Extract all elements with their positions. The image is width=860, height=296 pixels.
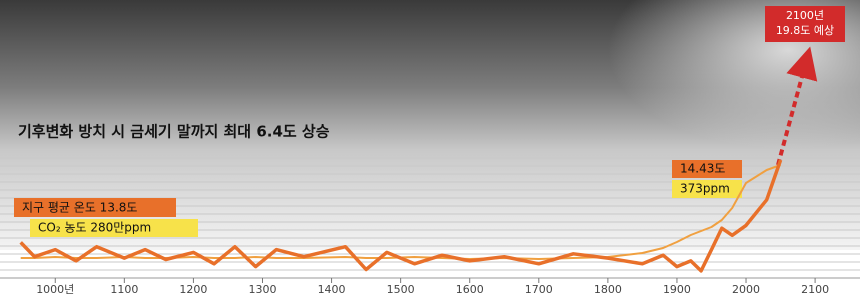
co2-base-label: CO₂ 농도 280만ppm [38,221,151,235]
x-tick-label: 1000년 [36,283,74,296]
x-tick-label: 1400 [318,283,346,296]
x-tick-label: 1200 [179,283,207,296]
x-tick-label: 1100 [110,283,138,296]
x-tick-label: 1600 [456,283,484,296]
chart: 기후변화 방치 시 금세기 말까지 최대 6.4도 상승 2100년 19.8도… [0,0,860,296]
x-tick-label: 2100 [801,283,829,296]
forecast-label: 19.8도 예상 [776,24,834,37]
co2-now-label: 373ppm [680,182,730,196]
x-tick-label: 2000 [732,283,760,296]
x-tick-label: 1800 [594,283,622,296]
page: {"chart_data": { "type": "line", "title"… [0,0,860,296]
temp-now-label: 14.43도 [680,162,725,176]
x-tick-label: 1700 [525,283,553,296]
x-tick-label: 1900 [663,283,691,296]
x-tick-label: 1500 [387,283,415,296]
chart-title: 기후변화 방치 시 금세기 말까지 최대 6.4도 상승 [18,123,330,141]
forecast-label: 2100년 [786,9,824,22]
x-tick-label: 1300 [248,283,276,296]
temp-base-label: 지구 평균 온도 13.8도 [22,201,137,215]
